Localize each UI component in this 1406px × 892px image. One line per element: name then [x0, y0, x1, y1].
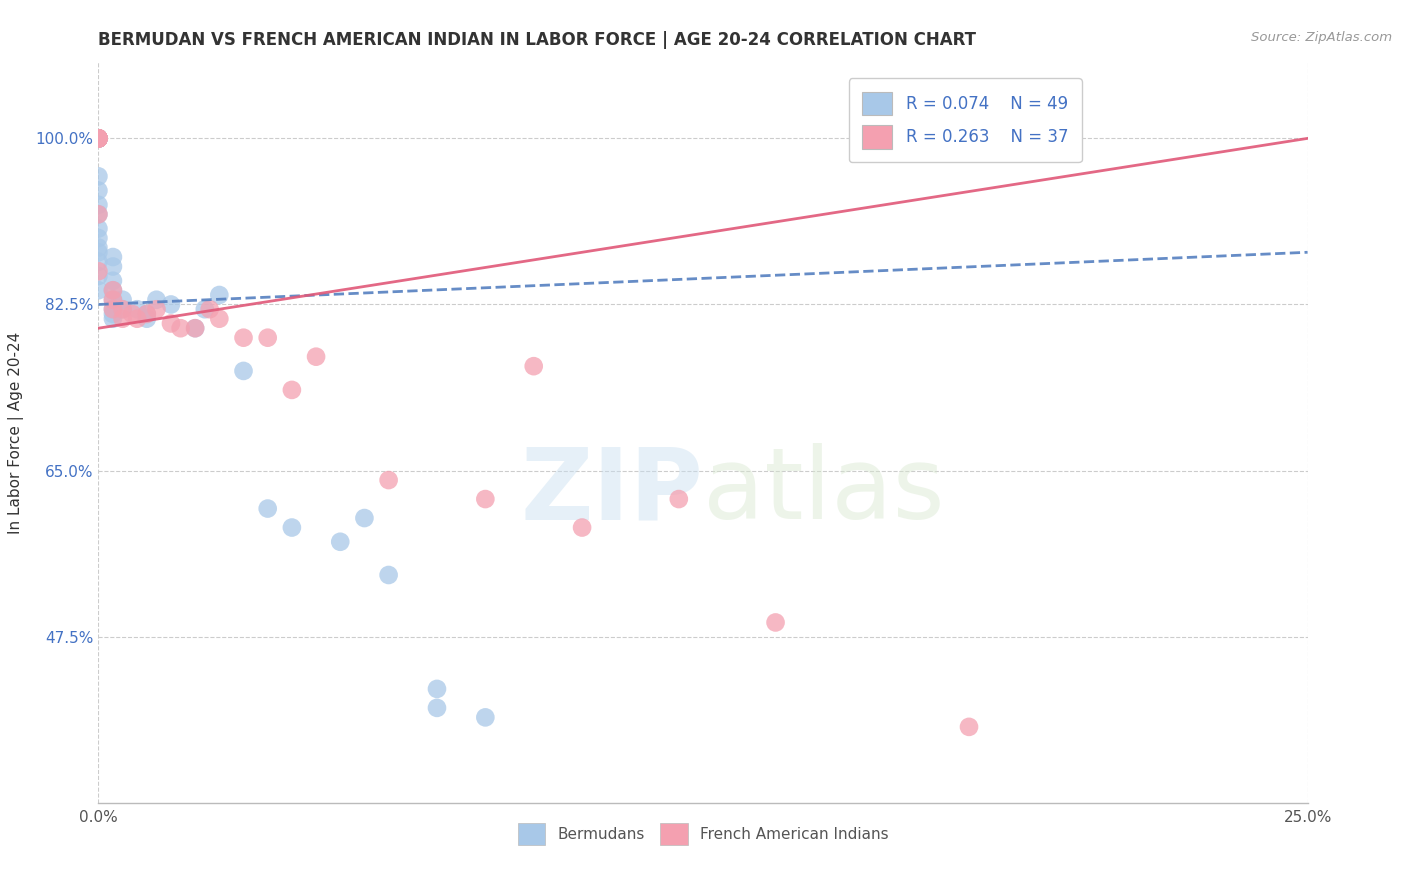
Point [101, 283, 124, 297]
Point [87, 131, 110, 145]
Point [198, 302, 221, 317]
Point [135, 307, 157, 321]
Point [329, 534, 352, 549]
Point [87, 254, 110, 268]
Point [281, 383, 304, 397]
Point [571, 520, 593, 534]
Point [101, 250, 124, 264]
Point [87, 131, 110, 145]
Point [87, 131, 110, 145]
Point [111, 293, 134, 307]
Point [87, 131, 110, 145]
Point [87, 131, 110, 145]
Point [101, 283, 124, 297]
Point [426, 681, 449, 696]
Point [184, 321, 207, 335]
Point [256, 501, 278, 516]
Point [87, 131, 110, 145]
Point [121, 307, 143, 321]
Point [87, 131, 110, 145]
Text: BERMUDAN VS FRENCH AMERICAN INDIAN IN LABOR FORCE | AGE 20-24 CORRELATION CHART: BERMUDAN VS FRENCH AMERICAN INDIAN IN LA… [98, 31, 976, 49]
Point [87, 131, 110, 145]
Point [87, 198, 110, 212]
Point [87, 131, 110, 145]
Point [111, 311, 134, 326]
Point [101, 302, 124, 317]
Point [87, 131, 110, 145]
Point [305, 350, 328, 364]
Point [101, 260, 124, 274]
Point [87, 268, 110, 283]
Text: Source: ZipAtlas.com: Source: ZipAtlas.com [1251, 31, 1392, 45]
Point [135, 307, 157, 321]
Point [160, 317, 183, 331]
Point [127, 302, 149, 317]
Point [208, 288, 231, 302]
Point [87, 131, 110, 145]
Point [353, 511, 375, 525]
Legend: Bermudans, French American Indians: Bermudans, French American Indians [512, 817, 894, 851]
Point [208, 311, 231, 326]
Point [87, 245, 110, 260]
Point [377, 473, 399, 487]
Point [145, 302, 167, 317]
Point [87, 131, 110, 145]
Text: atlas: atlas [703, 443, 945, 541]
Point [111, 302, 134, 317]
Text: ZIP: ZIP [520, 443, 703, 541]
Y-axis label: In Labor Force | Age 20-24: In Labor Force | Age 20-24 [8, 332, 24, 533]
Point [87, 131, 110, 145]
Point [101, 302, 124, 317]
Point [87, 131, 110, 145]
Point [232, 331, 254, 345]
Point [101, 307, 124, 321]
Point [87, 240, 110, 254]
Point [957, 720, 980, 734]
Point [101, 274, 124, 288]
Point [101, 293, 124, 307]
Point [127, 311, 149, 326]
Point [87, 207, 110, 221]
Point [184, 321, 207, 335]
Point [474, 710, 496, 724]
Point [145, 293, 167, 307]
Point [87, 264, 110, 278]
Point [87, 221, 110, 235]
Point [256, 331, 278, 345]
Point [111, 302, 134, 317]
Point [87, 207, 110, 221]
Point [194, 302, 217, 317]
Point [160, 297, 183, 311]
Point [87, 131, 110, 145]
Point [87, 131, 110, 145]
Point [765, 615, 787, 630]
Point [377, 568, 399, 582]
Point [87, 184, 110, 198]
Point [87, 131, 110, 145]
Point [101, 311, 124, 326]
Point [87, 131, 110, 145]
Point [523, 359, 546, 374]
Point [135, 311, 157, 326]
Point [87, 283, 110, 297]
Point [101, 293, 124, 307]
Point [87, 231, 110, 245]
Point [169, 321, 191, 335]
Point [87, 169, 110, 184]
Point [474, 491, 496, 506]
Point [87, 131, 110, 145]
Point [281, 520, 304, 534]
Point [87, 131, 110, 145]
Point [87, 131, 110, 145]
Point [426, 701, 449, 715]
Point [668, 491, 690, 506]
Point [232, 364, 254, 378]
